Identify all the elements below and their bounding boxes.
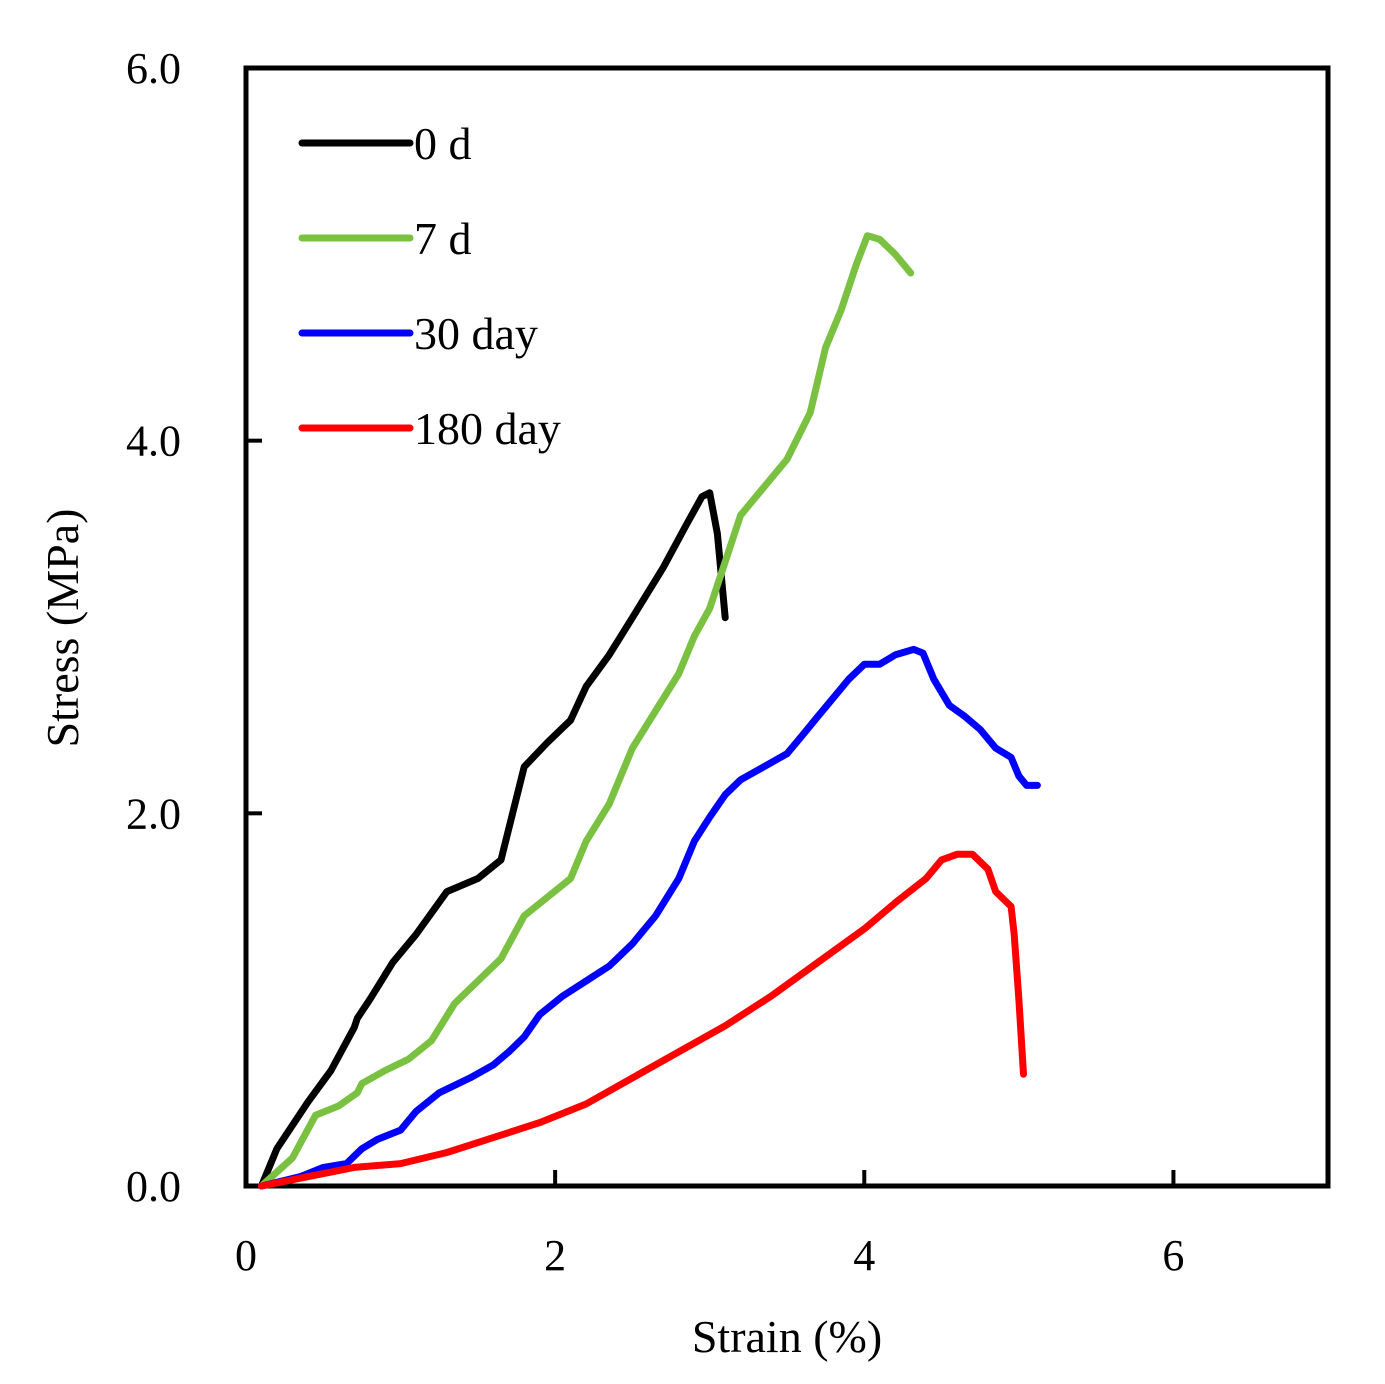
- legend-label: 7 d: [414, 213, 472, 264]
- y-axis-title: Stress (MPa): [37, 509, 88, 748]
- x-tick-label: 2: [544, 1231, 566, 1280]
- x-tick-label: 6: [1162, 1231, 1184, 1280]
- axis-ticks: 0 2 4 6 0.0 2.0 4.0 6.0: [126, 44, 1184, 1280]
- series-line-30-day: [258, 645, 1041, 1190]
- legend-label: 180 day: [414, 403, 561, 454]
- y-tick-label: 2.0: [126, 789, 181, 838]
- y-tick-label: 0.0: [126, 1162, 181, 1211]
- legend-label: 0 d: [414, 118, 472, 169]
- series-line-0-d: [258, 489, 729, 1190]
- series-line-180-day: [258, 850, 1027, 1190]
- series-lines: [258, 232, 1041, 1190]
- legend-label: 30 day: [414, 308, 538, 359]
- x-axis-title: Strain (%): [692, 1311, 882, 1362]
- plot-frame: [243, 65, 1331, 1189]
- y-tick-label: 6.0: [126, 44, 181, 93]
- x-tick-label: 4: [853, 1231, 875, 1280]
- y-tick-label: 4.0: [126, 417, 181, 466]
- legend: 0 d 7 d 30 day 180 day: [298, 118, 561, 454]
- series-line-7-d: [258, 232, 915, 1190]
- x-tick-label: 0: [235, 1231, 257, 1280]
